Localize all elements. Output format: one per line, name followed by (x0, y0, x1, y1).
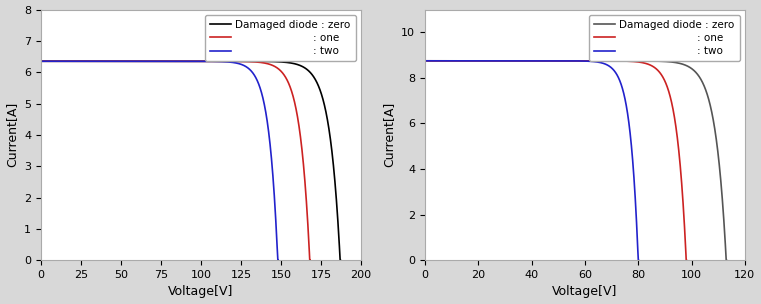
                        : one: (77.3, 6.35): one: (77.3, 6.35) (160, 59, 169, 63)
                        : one: (168, 0): one: (168, 0) (305, 258, 314, 262)
Damaged diode : zero: (113, 0): zero: (113, 0) (722, 258, 731, 262)
Damaged diode : zero: (55, 8.75): zero: (55, 8.75) (567, 59, 576, 63)
X-axis label: Voltage[V]: Voltage[V] (168, 285, 234, 299)
                        : two: (36.8, 8.75): two: (36.8, 8.75) (518, 59, 527, 63)
                        : one: (132, 6.33): one: (132, 6.33) (248, 60, 257, 64)
Damaged diode : zero: (5.77, 8.75): zero: (5.77, 8.75) (436, 59, 445, 63)
                        : two: (72, 6.35): two: (72, 6.35) (151, 59, 161, 63)
                        : two: (148, 0): two: (148, 0) (273, 258, 282, 262)
Damaged diode : zero: (91, 6.35): zero: (91, 6.35) (182, 59, 191, 63)
Damaged diode : zero: (89.1, 8.73): zero: (89.1, 8.73) (658, 60, 667, 63)
Legend: Damaged diode : zero,                         : one,                         : t: Damaged diode : zero, : one, : t (205, 15, 355, 61)
                        : one: (47.7, 8.75): one: (47.7, 8.75) (547, 59, 556, 63)
Y-axis label: Current[A]: Current[A] (383, 102, 396, 168)
                        : two: (68.1, 6.35): two: (68.1, 6.35) (145, 59, 154, 63)
Damaged diode : zero: (182, 3.56): zero: (182, 3.56) (327, 147, 336, 150)
Line:                         : one: : one (425, 61, 686, 260)
                        : two: (80, 0): two: (80, 0) (634, 258, 643, 262)
                        : two: (77.8, 4.61): two: (77.8, 4.61) (628, 153, 637, 157)
                        : two: (148, 0): two: (148, 0) (273, 258, 282, 262)
                        : one: (163, 3.49): one: (163, 3.49) (298, 149, 307, 153)
Damaged diode : zero: (86.1, 6.35): zero: (86.1, 6.35) (174, 59, 183, 63)
Line:                         : two: : two (425, 61, 638, 260)
                        : one: (81.8, 6.35): one: (81.8, 6.35) (167, 59, 177, 63)
                        : two: (7.56, 6.35): two: (7.56, 6.35) (49, 59, 58, 63)
                        : one: (95.2, 4.82): one: (95.2, 4.82) (674, 149, 683, 152)
                        : one: (98, 0): one: (98, 0) (682, 258, 691, 262)
Damaged diode : zero: (9.55, 6.35): zero: (9.55, 6.35) (52, 59, 61, 63)
                        : one: (8.58, 6.35): one: (8.58, 6.35) (50, 59, 59, 63)
Damaged diode : zero: (147, 6.34): zero: (147, 6.34) (272, 60, 282, 64)
Legend: Damaged diode : zero,                         : one,                         : t: Damaged diode : zero, : one, : t (589, 15, 740, 61)
Y-axis label: Current[A]: Current[A] (5, 102, 18, 168)
                        : one: (77.2, 8.73): one: (77.2, 8.73) (626, 60, 635, 63)
                        : two: (144, 3.4): two: (144, 3.4) (266, 152, 275, 155)
                        : one: (0, 8.75): one: (0, 8.75) (420, 59, 429, 63)
Line: Damaged diode : zero: Damaged diode : zero (41, 61, 340, 260)
Damaged diode : zero: (110, 4.79): zero: (110, 4.79) (713, 149, 722, 153)
                        : two: (0, 8.75): two: (0, 8.75) (420, 59, 429, 63)
Damaged diode : zero: (187, 0): zero: (187, 0) (336, 258, 345, 262)
Damaged diode : zero: (52, 8.75): zero: (52, 8.75) (559, 59, 568, 63)
                        : one: (163, 3.45): one: (163, 3.45) (298, 150, 307, 154)
                        : one: (45.1, 8.75): one: (45.1, 8.75) (540, 59, 549, 63)
                        : two: (0, 6.35): two: (0, 6.35) (37, 59, 46, 63)
Damaged diode : zero: (110, 4.84): zero: (110, 4.84) (713, 148, 722, 152)
                        : one: (5.01, 8.75): one: (5.01, 8.75) (434, 59, 443, 63)
                        : two: (77.7, 4.66): two: (77.7, 4.66) (628, 152, 637, 156)
Damaged diode : zero: (0, 6.35): zero: (0, 6.35) (37, 59, 46, 63)
                        : two: (144, 3.36): two: (144, 3.36) (266, 153, 275, 157)
Damaged diode : zero: (187, 0): zero: (187, 0) (336, 258, 345, 262)
                        : two: (80.1, 0): two: (80.1, 0) (634, 258, 643, 262)
Damaged diode : zero: (182, 3.52): zero: (182, 3.52) (327, 148, 336, 152)
X-axis label: Voltage[V]: Voltage[V] (552, 285, 618, 299)
                        : two: (4.09, 8.75): two: (4.09, 8.75) (431, 59, 441, 63)
                        : one: (0, 6.35): one: (0, 6.35) (37, 59, 46, 63)
                        : one: (168, 0): one: (168, 0) (305, 258, 314, 262)
Line:                         : two: : two (41, 61, 278, 260)
Line:                         : one: : one (41, 61, 310, 260)
                        : two: (63.1, 8.72): two: (63.1, 8.72) (588, 60, 597, 63)
                        : one: (98.1, 0): one: (98.1, 0) (682, 258, 691, 262)
Line: Damaged diode : zero: Damaged diode : zero (425, 61, 727, 260)
                        : two: (117, 6.33): two: (117, 6.33) (223, 60, 232, 64)
Damaged diode : zero: (0, 8.75): zero: (0, 8.75) (420, 59, 429, 63)
Damaged diode : zero: (113, 0): zero: (113, 0) (721, 258, 731, 262)
                        : one: (95.3, 4.76): one: (95.3, 4.76) (674, 150, 683, 154)
                        : two: (38.9, 8.75): two: (38.9, 8.75) (524, 59, 533, 63)
